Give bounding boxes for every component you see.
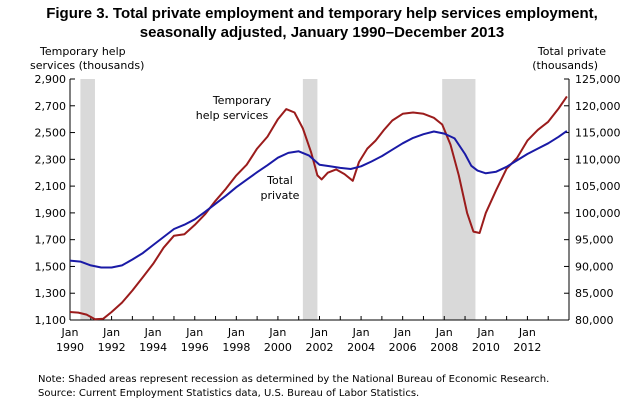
recession-band-2 xyxy=(442,79,476,320)
recession-band-0 xyxy=(80,79,95,320)
left-tick-label: 1,100 xyxy=(35,314,67,327)
x-tick-label-month: Jan xyxy=(227,326,245,339)
left-axis-title-line-1: Temporary help xyxy=(39,45,126,58)
right-axis-title-line-1: Total private xyxy=(537,45,606,58)
right-tick-label: 125,000 xyxy=(575,73,621,86)
right-tick-label: 95,000 xyxy=(575,234,614,247)
chart-title-line-1: Figure 3. Total private employment and t… xyxy=(46,5,598,22)
chart-title-line-2: seasonally adjusted, January 1990–Decemb… xyxy=(140,24,504,41)
x-tick-label-year: 2004 xyxy=(347,341,375,354)
right-tick-label: 120,000 xyxy=(575,100,621,113)
recession-band-1 xyxy=(302,79,318,320)
x-tick-label-year: 1998 xyxy=(222,341,250,354)
x-tick-label-month: Jan xyxy=(185,326,203,339)
right-tick-label: 110,000 xyxy=(575,153,621,166)
x-tick-label-year: 1994 xyxy=(139,341,167,354)
temp-help-label-line-2: help services xyxy=(196,109,269,122)
right-tick-label: 105,000 xyxy=(575,180,621,193)
x-tick-label-month: Jan xyxy=(61,326,79,339)
x-tick-label-year: 2002 xyxy=(306,341,334,354)
right-tick-label: 85,000 xyxy=(575,287,614,300)
left-tick-label: 2,300 xyxy=(35,153,67,166)
right-tick-label: 80,000 xyxy=(575,314,614,327)
left-tick-label: 2,900 xyxy=(35,73,67,86)
left-tick-label: 1,700 xyxy=(35,234,67,247)
x-tick-label-month: Jan xyxy=(102,326,120,339)
left-tick-label: 1,500 xyxy=(35,260,67,273)
left-tick-label: 2,700 xyxy=(35,100,67,113)
source-text: Source: Current Employment Statistics da… xyxy=(38,388,419,399)
total-private-line xyxy=(69,130,568,269)
temp-help-services-line xyxy=(69,95,568,321)
right-axis-title-line-2: (thousands) xyxy=(532,59,598,72)
note-text: Note: Shaded areas represent recession a… xyxy=(38,374,549,385)
x-tick-label-year: 2012 xyxy=(513,341,541,354)
x-tick-label-year: 1990 xyxy=(56,341,84,354)
x-tick-label-month: Jan xyxy=(352,326,370,339)
right-tick-label: 115,000 xyxy=(575,127,621,140)
x-tick-label-month: Jan xyxy=(144,326,162,339)
left-tick-label: 2,100 xyxy=(35,180,67,193)
x-tick-label-year: 2010 xyxy=(472,341,500,354)
x-tick-label-year: 2008 xyxy=(430,341,458,354)
temp-help-label-line-1: Temporary xyxy=(212,94,272,107)
total-private-label-line-2: private xyxy=(261,189,300,202)
x-tick-label-year: 1992 xyxy=(98,341,126,354)
x-tick-label-month: Jan xyxy=(476,326,494,339)
total-private-label-line-1: Total xyxy=(266,174,293,187)
x-tick-label-month: Jan xyxy=(393,326,411,339)
right-tick-label: 100,000 xyxy=(575,207,621,220)
left-tick-label: 1,300 xyxy=(35,287,67,300)
x-tick-label-month: Jan xyxy=(518,326,536,339)
left-axis-title-line-2: services (thousands) xyxy=(30,59,144,72)
x-tick-label-month: Jan xyxy=(268,326,286,339)
left-tick-label: 1,900 xyxy=(35,207,67,220)
right-tick-label: 90,000 xyxy=(575,260,614,273)
x-tick-label-month: Jan xyxy=(435,326,453,339)
x-tick-label-month: Jan xyxy=(310,326,328,339)
x-tick-label-year: 2000 xyxy=(264,341,292,354)
x-tick-label-year: 2006 xyxy=(389,341,417,354)
left-tick-label: 2,500 xyxy=(35,127,67,140)
x-tick-label-year: 1996 xyxy=(181,341,209,354)
